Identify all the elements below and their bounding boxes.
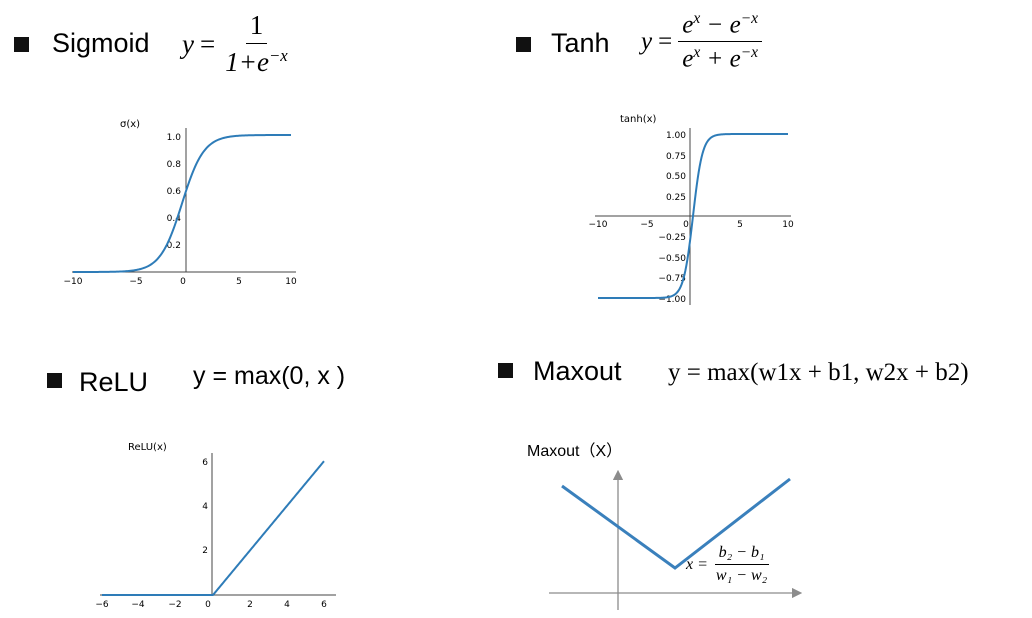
sigmoid-formula-lhs: y	[182, 28, 194, 59]
bullet-icon	[14, 37, 29, 52]
relu-xtick: −4	[131, 600, 145, 610]
tanh-formula-eq: =	[658, 27, 673, 55]
maxout-ylabel: Maxout（X）	[527, 443, 623, 460]
relu-xtick: −6	[95, 600, 109, 610]
tanh-den-e: e	[682, 45, 694, 73]
tanh-xtick: −10	[589, 220, 608, 230]
relu-xtick: −2	[168, 600, 181, 610]
sigmoid-curve	[73, 134, 291, 273]
tanh-ticks: −10 −5 0 5 10 1.00 0.75 0.50 0.25 −0.25 …	[589, 131, 794, 305]
sigmoid-den-exp: −x	[268, 46, 288, 65]
sigmoid-xtick: −5	[129, 277, 142, 287]
relu-formula: y = max(0, x )	[193, 362, 346, 390]
sigmoid-formula-eq: =	[199, 28, 216, 59]
relu-ytick: 2	[202, 546, 208, 556]
tanh-ytick: 0.50	[666, 172, 686, 182]
tanh-title: Tanh	[551, 28, 610, 58]
relu-ytick: 4	[202, 502, 208, 512]
relu-chart: ReLU(x) −6 −4 −2 0 2 4 6 2 4 6	[95, 442, 336, 610]
tanh-xtick: −5	[640, 220, 653, 230]
tanh-ytick: −0.50	[658, 254, 686, 264]
maxout-annotation: x = b₂ − b₁ w₁ − w₂	[686, 544, 771, 585]
bullet-icon	[47, 373, 62, 388]
relu-title: ReLU	[79, 367, 149, 397]
sigmoid-formula: y = 1 1+e−x	[182, 10, 292, 78]
tanh-xtick: 0	[683, 220, 689, 230]
tanh-num-exp: x	[693, 10, 701, 27]
tanh-ytick: 0.75	[666, 152, 686, 162]
tanh-formula-lhs: y	[641, 27, 653, 55]
tanh-den-exp: −x	[740, 44, 759, 62]
relu-ticks: −6 −4 −2 0 2 4 6 2 4 6	[95, 458, 327, 610]
sigmoid-ytick: 0.8	[167, 160, 182, 170]
tanh-numerator: ex − e−x	[678, 10, 763, 43]
tanh-num-exp: −x	[740, 10, 759, 27]
sigmoid-ytick: 0.4	[167, 214, 182, 224]
tanh-den-mid: + e	[700, 45, 741, 73]
tanh-chart: tanh(x) −10 −5 0 5 10 1.00 0.75 0.50 0.2…	[589, 114, 794, 305]
maxout-chart	[549, 469, 803, 610]
relu-xtick: 6	[321, 600, 327, 610]
sigmoid-title: Sigmoid	[52, 28, 150, 58]
relu-curve	[102, 460, 325, 596]
maxout-curve	[561, 477, 791, 570]
sigmoid-fraction: 1 1+e−x	[221, 10, 291, 78]
sigmoid-numerator: 1	[245, 10, 268, 44]
tanh-ytick: 1.00	[666, 131, 686, 141]
sigmoid-xtick: 5	[236, 277, 242, 287]
maxout-annotation-lhs: x =	[686, 555, 708, 573]
tanh-ylabel: tanh(x)	[620, 114, 657, 125]
tanh-ytick: −1.00	[658, 295, 686, 305]
relu-ylabel: ReLU(x)	[128, 442, 167, 453]
sigmoid-den-base: 1+e	[225, 47, 269, 77]
sigmoid-xtick: 10	[285, 277, 297, 287]
maxout-formula: y = max(w1x + b1, w2x + b2)	[668, 359, 969, 386]
maxout-title: Maxout	[533, 356, 622, 386]
relu-xtick: 4	[284, 600, 290, 610]
maxout-annotation-fraction: b₂ − b₁ w₁ − w₂	[712, 544, 771, 585]
sigmoid-ylabel: σ(x)	[120, 119, 140, 130]
sigmoid-xtick: −10	[64, 277, 83, 287]
sigmoid-ytick: 0.6	[167, 187, 182, 197]
tanh-curve	[598, 133, 788, 299]
relu-xtick: 0	[205, 600, 211, 610]
bullet-icon	[498, 363, 513, 378]
tanh-xtick: 5	[737, 220, 743, 230]
tanh-formula: y = ex − e−x ex + e−x	[641, 10, 763, 74]
sigmoid-chart: σ(x) −10 −5 0 5 10 0.2 0.4 0.6 0.8 1.0	[64, 119, 297, 287]
maxout-annotation-den: w₁ − w₂	[715, 567, 768, 584]
sigmoid-ticks: −10 −5 0 5 10 0.2 0.4 0.6 0.8 1.0	[64, 133, 297, 287]
sigmoid-denominator: 1+e−x	[221, 44, 291, 78]
sigmoid-xtick: 0	[180, 277, 186, 287]
bullet-icon	[516, 37, 531, 52]
tanh-ytick: −0.25	[658, 233, 686, 243]
tanh-den-exp: x	[693, 44, 701, 62]
tanh-denominator: ex + e−x	[678, 42, 762, 73]
sigmoid-ytick: 0.2	[167, 241, 181, 251]
tanh-ytick: −0.75	[658, 274, 686, 284]
relu-xtick: 2	[247, 600, 253, 610]
sigmoid-ytick: 1.0	[167, 133, 182, 143]
relu-ytick: 6	[202, 458, 208, 468]
maxout-annotation-num: b₂ − b₁	[714, 544, 769, 565]
tanh-num-e: e	[682, 11, 694, 39]
tanh-ytick: 0.25	[666, 193, 686, 203]
tanh-num-mid: − e	[700, 11, 741, 39]
tanh-xtick: 10	[782, 220, 794, 230]
tanh-fraction: ex − e−x ex + e−x	[678, 10, 763, 74]
